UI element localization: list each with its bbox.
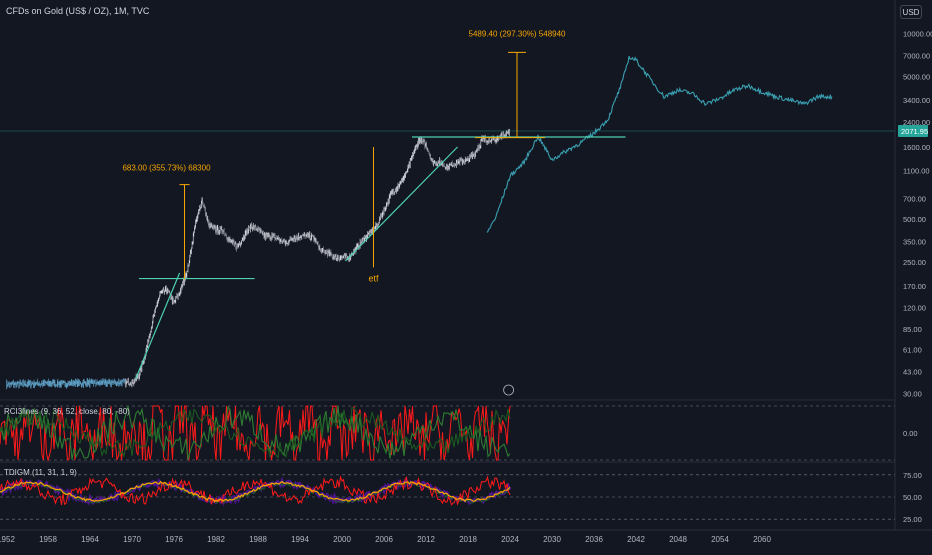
price-tick-label: 5000.00 (903, 72, 930, 81)
price-tick-label: 170.00 (903, 282, 926, 291)
time-tick-label: 1982 (207, 535, 225, 544)
rci-indicator-label[interactable]: RCI3lines (9, 36, 52, close, 80, -80) (4, 407, 130, 416)
price-tick-label: 85.00 (903, 325, 922, 334)
time-tick-label: 1952 (0, 535, 15, 544)
time-tick-label: 2048 (669, 535, 687, 544)
time-tick-label: 2060 (753, 535, 771, 544)
time-tick-label: 2054 (711, 535, 729, 544)
price-tick-label: 700.00 (903, 194, 926, 203)
tdigm-signal-line (0, 480, 511, 503)
annotation-layer: 683.00 (355.73%) 68300 5489.40 (297.30%) … (122, 29, 566, 283)
current-price-label: 2071.95 (901, 127, 928, 136)
replay-icon (503, 384, 515, 396)
price-tick-label: 2400.00 (903, 118, 930, 127)
time-tick-label: 2006 (375, 535, 393, 544)
price-tick-label: 7000.00 (903, 51, 930, 60)
time-axis[interactable]: 1952 1958 1964 1970 1976 1982 1988 1994 2000 2006… (0, 535, 771, 544)
projection-series-line (486, 55, 833, 233)
rci-mid-line (0, 405, 511, 460)
time-tick-label: 2036 (585, 535, 603, 544)
rci-pane[interactable]: 0.00 (0, 405, 918, 462)
rci-short-line (0, 405, 511, 462)
price-tick-label: 61.00 (903, 346, 922, 355)
price-tick-label: 30.00 (903, 390, 922, 399)
chart-title: CFDs on Gold (US$ / OZ), 1M, TVC (6, 6, 150, 16)
price-tick-label: 250.00 (903, 258, 926, 267)
tdigm-pane[interactable]: 75.00 50.00 25.00 (0, 471, 922, 524)
measure-1-label: 683.00 (355.73%) 68300 (122, 164, 211, 173)
tdigm-axis-label: 25.00 (903, 515, 922, 524)
tdigm-indicator-label[interactable]: TDIGM (11, 31, 1, 9) (4, 468, 77, 477)
time-tick-label: 2024 (501, 535, 519, 544)
time-tick-label: 2030 (543, 535, 561, 544)
time-tick-label: 1958 (39, 535, 57, 544)
etf-label: etf (368, 273, 379, 283)
current-price-badge (898, 124, 928, 137)
time-tick-label: 2012 (417, 535, 435, 544)
rci-axis-label: 0.00 (903, 429, 918, 438)
time-tick-label: 2000 (333, 535, 351, 544)
time-tick-label: 1964 (81, 535, 99, 544)
price-tick-label: 43.00 (903, 367, 922, 376)
currency-button[interactable]: USD (900, 5, 922, 19)
time-tick-label: 1994 (291, 535, 309, 544)
time-tick-label: 1988 (249, 535, 267, 544)
price-tick-label: 10000.00 (903, 29, 932, 38)
time-tick-label: 1976 (165, 535, 183, 544)
trendline-1970s (134, 272, 181, 380)
time-tick-label: 2018 (459, 535, 477, 544)
measure-2-label: 5489.40 (297.30%) 548940 (469, 29, 567, 38)
rci-long-line (0, 406, 511, 459)
price-tick-label: 1600.00 (903, 143, 930, 152)
price-candles (6, 128, 510, 390)
time-tick-label: 1970 (123, 535, 141, 544)
price-tick-label: 120.00 (903, 304, 926, 313)
time-tick-label: 2042 (627, 535, 645, 544)
price-axis[interactable]: 10000.00 7000.00 5000.00 3400.00 2400.00 1600… (898, 29, 932, 399)
main-price-pane[interactable] (0, 55, 895, 396)
price-tick-label: 1100.00 (903, 166, 930, 175)
trendline-2000s (345, 146, 458, 262)
price-tick-label: 350.00 (903, 237, 926, 246)
price-tick-label: 3400.00 (903, 96, 930, 105)
tdigm-axis-label: 50.00 (903, 493, 922, 502)
tdigm-axis-label: 75.00 (903, 471, 922, 480)
price-tick-label: 500.00 (903, 215, 926, 224)
